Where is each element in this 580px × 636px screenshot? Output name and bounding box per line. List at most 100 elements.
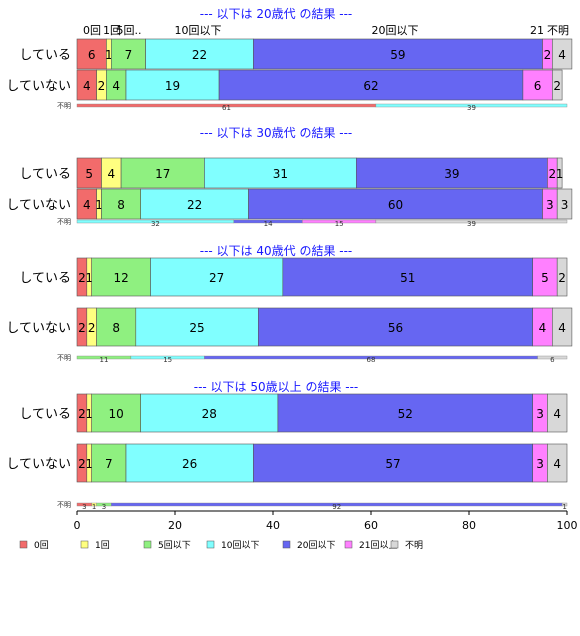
- data-label: 1: [85, 271, 93, 285]
- data-label: 1: [85, 457, 93, 471]
- bar-segment: [140, 188, 249, 220]
- data-label: 4: [539, 321, 547, 335]
- data-label: 57: [385, 457, 400, 471]
- legend-swatch: [19, 540, 28, 549]
- data-label: 51: [400, 271, 415, 285]
- column-header: 不明: [547, 24, 569, 37]
- data-label: 4: [553, 457, 561, 471]
- data-label: 31: [273, 167, 288, 181]
- row-label: していない: [6, 79, 71, 94]
- x-tick-label: 40: [266, 519, 280, 532]
- column-header: 5回..: [117, 24, 142, 37]
- legend-swatch: [143, 540, 152, 549]
- unknown-data-label: 3: [82, 503, 86, 511]
- data-label: 52: [398, 407, 413, 421]
- bar-segment: [125, 69, 220, 101]
- row-label: している: [19, 271, 71, 286]
- row-label: していない: [6, 198, 71, 213]
- data-label: 2: [78, 321, 86, 335]
- x-tick-label: 60: [364, 519, 378, 532]
- bar-segment: [257, 307, 533, 347]
- unknown-data-label: 15: [163, 356, 172, 364]
- bar-segment: [91, 393, 141, 433]
- data-label: 26: [182, 457, 197, 471]
- data-label: 8: [117, 198, 125, 212]
- unknown-bar-segment: [537, 355, 568, 360]
- column-header: 0回: [83, 24, 101, 37]
- data-label: 62: [363, 79, 378, 93]
- bar-segment: [355, 157, 548, 189]
- unknown-data-label: 14: [264, 220, 273, 228]
- data-label: 10: [109, 407, 124, 421]
- row-label: していない: [6, 321, 71, 336]
- data-label: 6: [88, 48, 96, 62]
- bar-segment: [150, 257, 284, 297]
- data-label: 7: [105, 457, 113, 471]
- unknown-data-label: 39: [467, 220, 476, 228]
- bar-segment: [556, 188, 573, 220]
- legend-label: 21回以上: [359, 540, 397, 551]
- legend-swatch: [206, 540, 215, 549]
- unknown-label: 不明: [57, 218, 71, 226]
- unknown-bar-segment: [561, 502, 568, 507]
- data-label: 39: [444, 167, 459, 181]
- row-label: している: [19, 48, 71, 63]
- data-label: 3: [536, 457, 544, 471]
- bar-segment: [204, 157, 357, 189]
- bar-segment: [253, 38, 543, 70]
- row-label: している: [19, 407, 71, 422]
- legend-swatch: [344, 540, 353, 549]
- data-label: 60: [388, 198, 403, 212]
- column-header: 1回: [103, 24, 121, 37]
- unknown-data-label: 32: [151, 220, 160, 228]
- data-label: 4: [558, 321, 566, 335]
- panel-title: --- 以下は 50歳以上 の結果 ---: [194, 380, 359, 394]
- data-label: 1: [556, 167, 564, 181]
- data-label: 2: [548, 167, 556, 181]
- data-label: 56: [388, 321, 403, 335]
- bar-segment: [547, 443, 568, 483]
- unknown-data-label: 1: [92, 503, 96, 511]
- data-label: 3: [561, 198, 569, 212]
- data-label: 4: [558, 48, 566, 62]
- bar-segment: [556, 157, 563, 189]
- data-label: 4: [553, 407, 561, 421]
- legend-swatch: [80, 540, 89, 549]
- bar-segment: [253, 443, 533, 483]
- bar-segment: [551, 38, 573, 70]
- data-label: 5: [85, 167, 93, 181]
- bar-segment: [547, 393, 568, 433]
- bar-segment: [556, 257, 568, 297]
- x-tick-label: 100: [557, 519, 578, 532]
- row-label: している: [19, 167, 71, 182]
- data-label: 1: [105, 48, 113, 62]
- bar-segment: [125, 443, 254, 483]
- data-label: 12: [113, 271, 128, 285]
- unknown-data-label: 1: [562, 503, 566, 511]
- panel-title: --- 以下は 20歳代 の結果 ---: [200, 7, 353, 21]
- data-label: 6: [534, 79, 542, 93]
- data-label: 2: [544, 48, 552, 62]
- unknown-label: 不明: [57, 102, 71, 110]
- bar-segment: [532, 257, 558, 297]
- unknown-label: 不明: [57, 354, 71, 362]
- bar-segment: [145, 38, 254, 70]
- x-tick-label: 0: [74, 519, 81, 532]
- data-label: 2: [78, 271, 86, 285]
- data-label: 3: [536, 407, 544, 421]
- legend-label: 5回以下: [158, 540, 191, 551]
- bar-segment: [218, 69, 524, 101]
- data-label: 2: [78, 457, 86, 471]
- bar-segment: [76, 157, 102, 189]
- bar-segment: [96, 307, 137, 347]
- panel-title: --- 以下は 40歳代 の結果 ---: [200, 244, 353, 258]
- unknown-data-label: 15: [335, 220, 344, 228]
- unknown-data-label: 3: [102, 503, 106, 511]
- column-header: 21: [530, 24, 544, 37]
- data-label: 25: [189, 321, 204, 335]
- data-label: 17: [155, 167, 170, 181]
- data-label: 27: [209, 271, 224, 285]
- data-label: 59: [390, 48, 405, 62]
- unknown-data-label: 11: [99, 356, 108, 364]
- bar-segment: [101, 188, 142, 220]
